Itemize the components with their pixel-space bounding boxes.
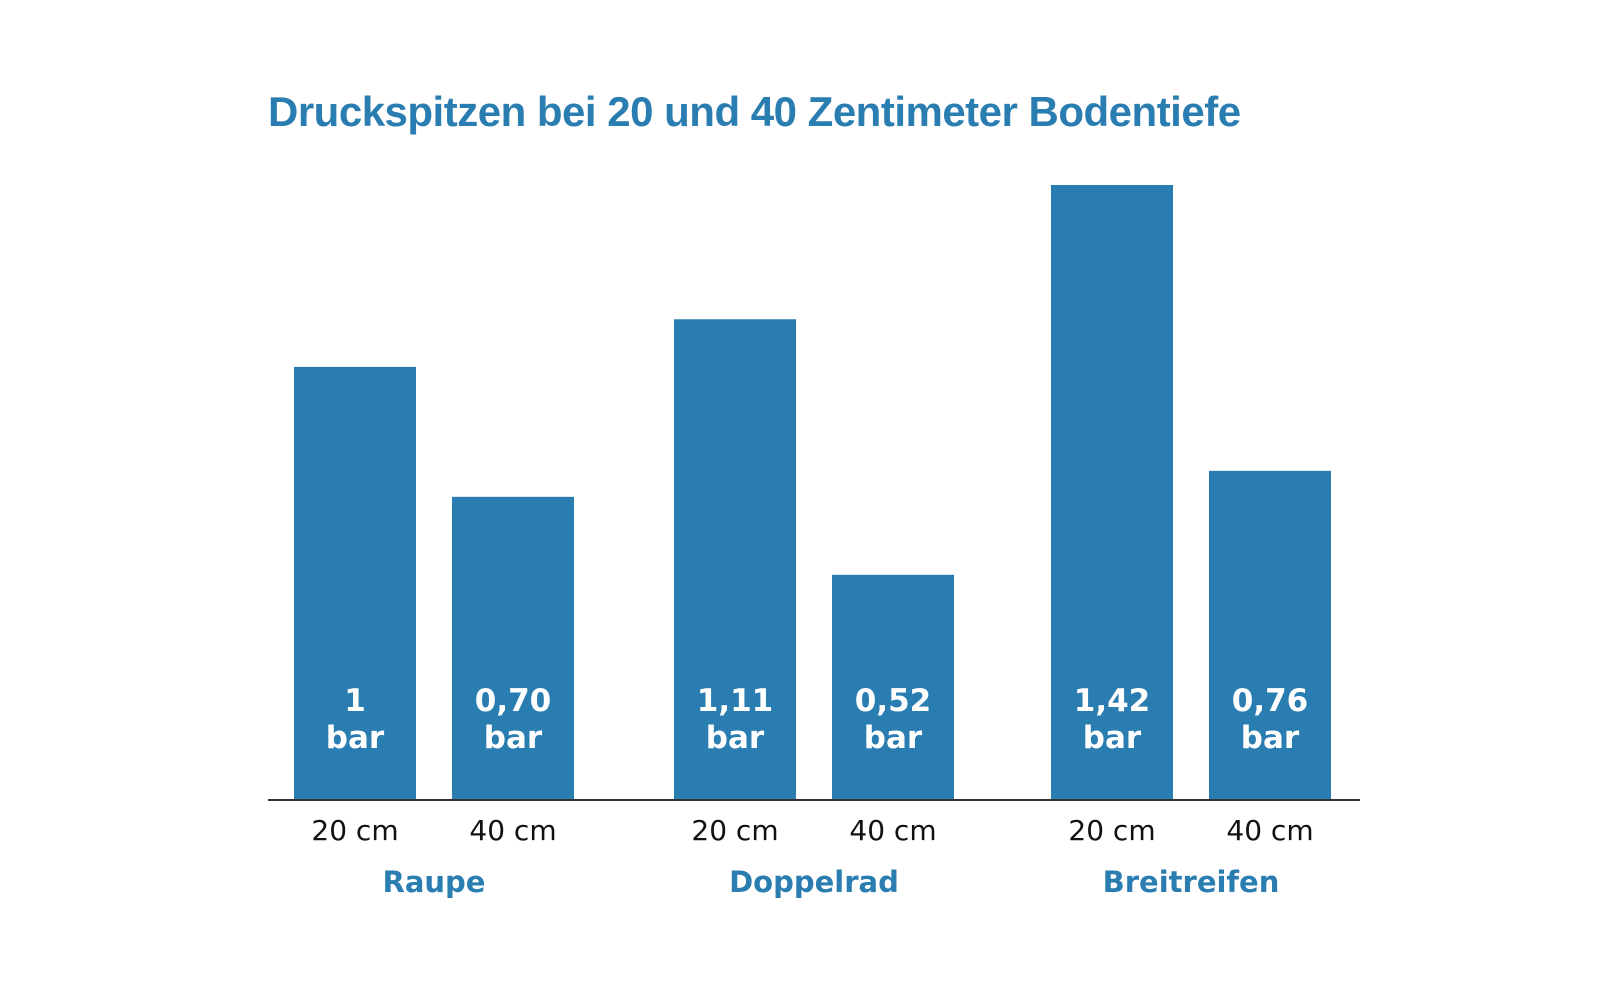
bar-unit-label: bar (864, 720, 923, 756)
bar-unit-label: bar (1083, 720, 1142, 756)
bar-unit-label: bar (484, 720, 543, 756)
group-label: Doppelrad (729, 865, 899, 899)
group-label: Raupe (383, 865, 486, 899)
bar-breitreifen-20cm (1051, 184, 1173, 800)
bar-value-label: 1,42 (1074, 683, 1151, 719)
bar-raupe-40cm (452, 496, 574, 800)
bar-doppelrad-20cm (674, 319, 796, 800)
chart-title: Druckspitzen bei 20 und 40 Zentimeter Bo… (268, 88, 1241, 135)
x-tick-label: 40 cm (1226, 814, 1313, 847)
bar-value-label: 0,52 (855, 683, 932, 719)
x-tick-label: 20 cm (691, 814, 778, 847)
bar-unit-label: bar (706, 720, 765, 756)
group-label: Breitreifen (1103, 865, 1280, 899)
bar-doppelrad-40cm (832, 574, 954, 800)
bar-unit-label: bar (1241, 720, 1300, 756)
x-tick-label: 40 cm (469, 814, 556, 847)
x-tick-label: 20 cm (1068, 814, 1155, 847)
bar-raupe-20cm (294, 366, 416, 800)
bar-value-label: 1 (344, 683, 366, 719)
x-tick-label: 40 cm (849, 814, 936, 847)
x-tick-label: 20 cm (311, 814, 398, 847)
bar-unit-label: bar (326, 720, 385, 756)
bar-value-label: 0,70 (475, 683, 552, 719)
bar-value-label: 0,76 (1232, 683, 1309, 719)
bar-value-label: 1,11 (697, 683, 774, 719)
bar-breitreifen-40cm (1209, 470, 1331, 800)
